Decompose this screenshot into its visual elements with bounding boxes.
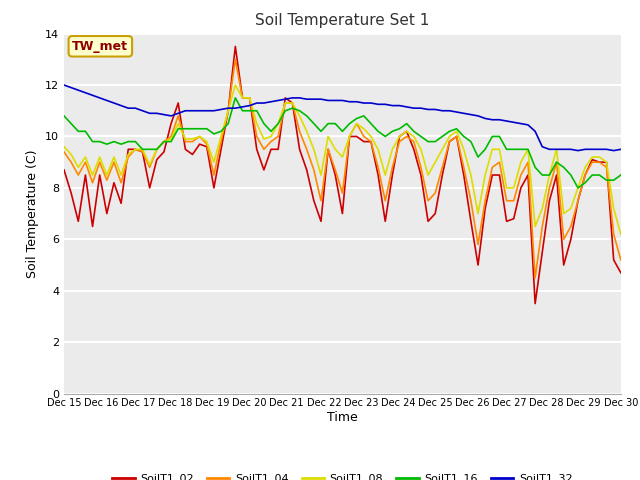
Title: Soil Temperature Set 1: Soil Temperature Set 1 xyxy=(255,13,429,28)
X-axis label: Time: Time xyxy=(327,411,358,424)
Text: TW_met: TW_met xyxy=(72,40,129,53)
Legend: SoilT1_02, SoilT1_04, SoilT1_08, SoilT1_16, SoilT1_32: SoilT1_02, SoilT1_04, SoilT1_08, SoilT1_… xyxy=(108,469,577,480)
Y-axis label: Soil Temperature (C): Soil Temperature (C) xyxy=(26,149,40,278)
